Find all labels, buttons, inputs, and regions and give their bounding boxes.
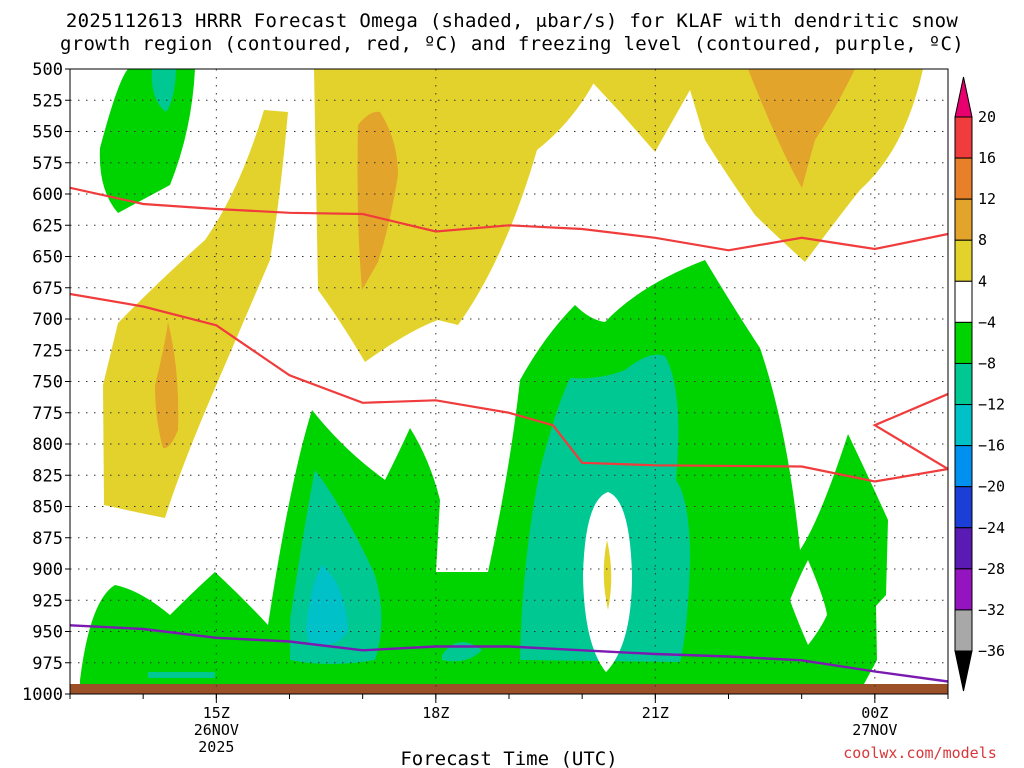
- omega-fill-cyan: [306, 565, 348, 646]
- colorbar-bin: [954, 527, 973, 570]
- y-tick-label: 575: [32, 154, 63, 174]
- y-tick-label: 825: [32, 466, 63, 486]
- colorbar-label: −36: [978, 642, 1005, 660]
- colorbar-bin: [954, 404, 973, 447]
- y-tick-label: 700: [32, 310, 63, 330]
- omega-fill-white-hole: [790, 560, 827, 645]
- colorbar-bin: [954, 321, 973, 364]
- omega-fill-orange: [357, 111, 398, 290]
- colorbar-bin: [954, 486, 973, 529]
- colorbar-bin: [954, 198, 973, 241]
- colorbar-label: −4: [978, 313, 996, 331]
- colorbar-label: −28: [978, 560, 1005, 578]
- y-tick-label: 775: [32, 404, 63, 424]
- omega-fill-green: [99, 69, 195, 213]
- y-tick-label: 875: [32, 529, 63, 549]
- colorbar-top-triangle: [954, 76, 973, 118]
- chart-title-line1: 2025112613 HRRR Forecast Omega (shaded, …: [65, 10, 959, 32]
- colorbar-label: −16: [978, 437, 1005, 455]
- y-tick-label: 600: [32, 185, 63, 205]
- dgz-lower-contour: [70, 292, 948, 483]
- omega-fill-orange: [748, 69, 855, 188]
- omega-fill-yellow: [580, 69, 923, 262]
- colorbar-bin: [954, 445, 973, 488]
- y-tick-label: 725: [32, 341, 63, 361]
- omega-fill-yellow: [103, 110, 288, 518]
- colorbar-bin: [954, 157, 973, 200]
- y-tick-label: 550: [32, 123, 63, 143]
- colorbar-bin: [954, 239, 973, 282]
- colorbar-label: 20: [978, 108, 996, 126]
- colorbar-bottom-triangle: [954, 650, 973, 692]
- x-tick-label: 18Z: [422, 704, 449, 722]
- colorbar-label: 12: [978, 190, 996, 208]
- colorbar-bin: [954, 568, 973, 611]
- y-tick-label: 650: [32, 248, 63, 268]
- y-tick-label: 625: [32, 216, 63, 236]
- omega-fill-orange: [155, 322, 179, 449]
- y-tick-label: 525: [32, 91, 63, 111]
- y-tick-label: 925: [32, 591, 63, 611]
- freezing-level-contour: [70, 624, 948, 683]
- y-tick-label: 750: [32, 373, 63, 393]
- colorbar-label: −32: [978, 601, 1005, 619]
- gridlines: [70, 69, 948, 694]
- credit-text: coolwx.com/models: [843, 744, 997, 762]
- omega-fill-teal: [148, 672, 215, 678]
- chart-title-line2: growth region (contoured, red, ºC) and f…: [60, 33, 964, 55]
- colorbar-label: 8: [978, 231, 987, 249]
- x-tick-label: 2025: [198, 738, 234, 756]
- colorbar-bin: [954, 362, 973, 406]
- colorbar-label: −20: [978, 478, 1005, 496]
- x-tick-label: 00Z: [861, 704, 888, 722]
- x-tick-label: 26NOV: [194, 721, 239, 739]
- y-tick-label: 675: [32, 279, 63, 299]
- x-axis-label: Forecast Time (UTC): [400, 748, 617, 768]
- colorbar-label: 16: [978, 149, 996, 167]
- colorbar-label: −12: [978, 396, 1005, 414]
- colorbar-bin: [954, 116, 973, 159]
- y-tick-label: 800: [32, 435, 63, 455]
- x-tick-label: 27NOV: [852, 721, 897, 739]
- y-tick-label: 900: [32, 560, 63, 580]
- colorbar-bin: [954, 280, 973, 323]
- omega-fill-yellow-spot: [603, 540, 612, 610]
- colorbar-bin: [954, 609, 973, 652]
- y-tick-label: 500: [32, 60, 63, 80]
- colorbar-label: −8: [978, 354, 996, 372]
- colorbar-label: 4: [978, 272, 987, 290]
- x-tick-label: 21Z: [642, 704, 669, 722]
- y-tick-label: 1000: [22, 685, 63, 705]
- y-tick-label: 850: [32, 498, 63, 518]
- omega-fill-teal: [151, 69, 176, 112]
- y-tick-label: 950: [32, 623, 63, 643]
- surface-ground-shading: [70, 684, 948, 694]
- colorbar-label: −24: [978, 519, 1005, 537]
- x-tick-label: 15Z: [203, 704, 230, 722]
- dgz-upper-contour: [70, 186, 948, 252]
- y-tick-label: 975: [32, 654, 63, 674]
